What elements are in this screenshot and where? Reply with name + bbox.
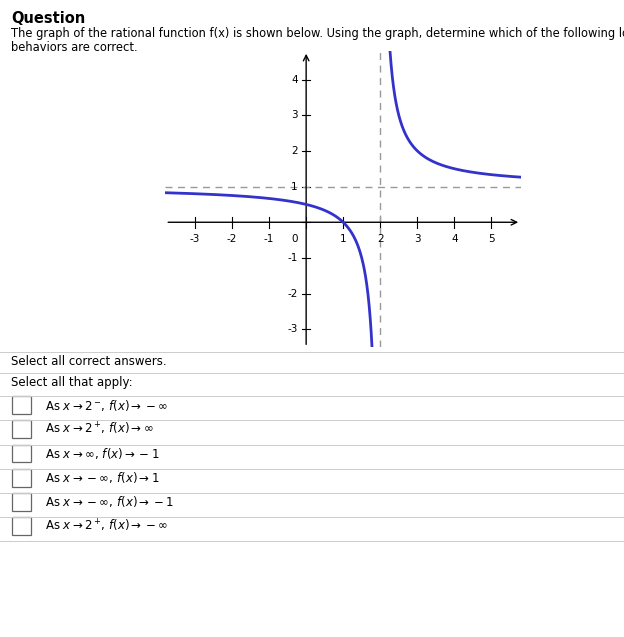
Text: 2: 2 bbox=[377, 234, 384, 244]
Text: As $x \to -\infty,\, f(x) \to -1$: As $x \to -\infty,\, f(x) \to -1$ bbox=[45, 494, 174, 510]
Text: 0: 0 bbox=[291, 234, 298, 244]
Text: -2: -2 bbox=[287, 289, 298, 299]
Text: Select all that apply:: Select all that apply: bbox=[11, 376, 133, 389]
Text: 1: 1 bbox=[291, 182, 298, 192]
Text: -1: -1 bbox=[264, 234, 275, 244]
Text: -3: -3 bbox=[190, 234, 200, 244]
Text: 3: 3 bbox=[291, 110, 298, 120]
Text: As $x \to 2^+\!,\, f(x) \to \infty$: As $x \to 2^+\!,\, f(x) \to \infty$ bbox=[45, 421, 154, 438]
Text: As $x \to -\infty,\, f(x) \to 1$: As $x \to -\infty,\, f(x) \to 1$ bbox=[45, 470, 159, 485]
Text: 2: 2 bbox=[291, 146, 298, 156]
Text: behaviors are correct.: behaviors are correct. bbox=[11, 41, 138, 54]
Text: -2: -2 bbox=[227, 234, 237, 244]
Text: 5: 5 bbox=[488, 234, 495, 244]
Text: -1: -1 bbox=[287, 253, 298, 263]
Text: -3: -3 bbox=[287, 324, 298, 334]
Text: Question: Question bbox=[11, 11, 85, 27]
Text: 1: 1 bbox=[340, 234, 346, 244]
Text: The graph of the rational function ​f​(​x​) is shown below. Using the graph, det: The graph of the rational function ​f​(​… bbox=[11, 27, 624, 40]
Text: 4: 4 bbox=[451, 234, 457, 244]
Text: 3: 3 bbox=[414, 234, 421, 244]
Text: As $x \to 2^+\!,\, f(x) \to -\infty$: As $x \to 2^+\!,\, f(x) \to -\infty$ bbox=[45, 518, 168, 534]
Text: 4: 4 bbox=[291, 75, 298, 85]
Text: As $x \to \infty,\, f(x) \to -1$: As $x \to \infty,\, f(x) \to -1$ bbox=[45, 446, 159, 461]
Text: Select all correct answers.: Select all correct answers. bbox=[11, 355, 167, 368]
Text: As $x \to 2^-\!,\, f(x) \to -\infty$: As $x \to 2^-\!,\, f(x) \to -\infty$ bbox=[45, 397, 168, 413]
